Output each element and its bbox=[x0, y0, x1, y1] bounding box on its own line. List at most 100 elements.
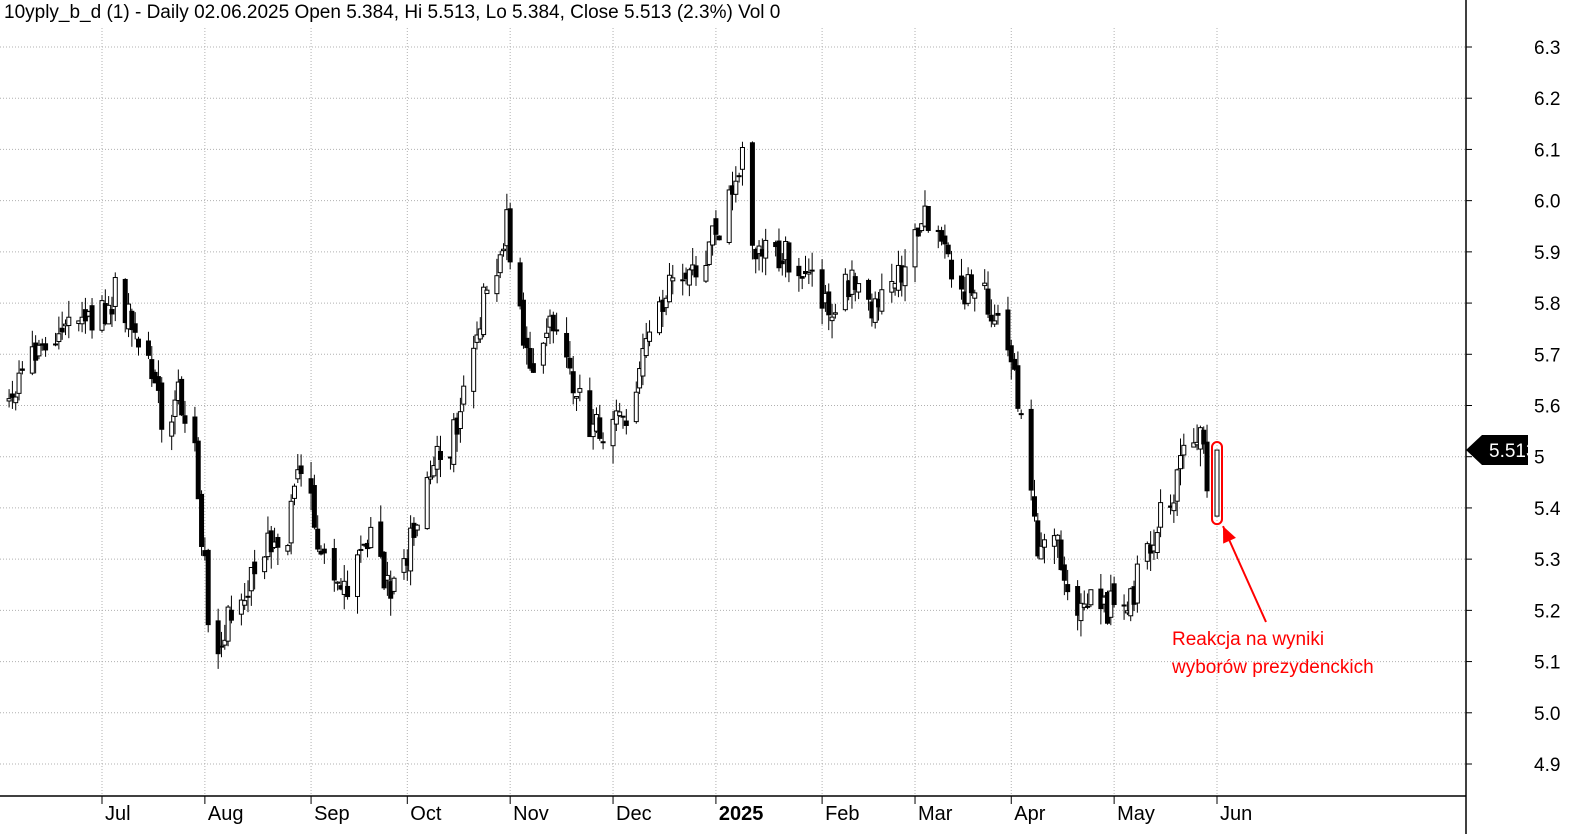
candle bbox=[640, 333, 646, 386]
candle-body-down bbox=[1058, 539, 1064, 571]
candle-body-up bbox=[484, 289, 490, 295]
candle bbox=[179, 376, 185, 417]
candle bbox=[527, 331, 533, 371]
y-tick-label: 5.1 bbox=[1534, 653, 1560, 674]
y-tick-label: 6.3 bbox=[1534, 38, 1560, 59]
candle-body-down bbox=[749, 142, 755, 246]
candle bbox=[507, 202, 513, 270]
candle bbox=[1008, 339, 1014, 380]
candle-body-down bbox=[215, 620, 221, 655]
candle-body-down bbox=[1075, 586, 1081, 616]
x-tick-label: Jul bbox=[105, 803, 131, 825]
annotation-arrow bbox=[1222, 525, 1267, 623]
candle-body-down bbox=[988, 314, 994, 322]
candle-body-down bbox=[132, 323, 138, 333]
candle-body-up bbox=[1154, 532, 1160, 554]
candle bbox=[647, 320, 653, 347]
candle-body-up bbox=[1038, 545, 1044, 560]
candle bbox=[915, 227, 921, 237]
candle-body-up bbox=[295, 469, 301, 480]
candle bbox=[826, 283, 832, 331]
candle-body-down bbox=[205, 549, 211, 626]
candle bbox=[288, 494, 294, 555]
candle bbox=[995, 304, 1001, 325]
candle-body-up bbox=[461, 385, 467, 405]
candle bbox=[53, 332, 59, 347]
candle bbox=[136, 336, 142, 356]
candle bbox=[222, 624, 228, 650]
candle bbox=[587, 377, 593, 438]
candle-body-down bbox=[1015, 365, 1021, 409]
candle-body-up bbox=[242, 600, 248, 606]
candle-body-up bbox=[643, 338, 649, 357]
candle bbox=[540, 341, 546, 374]
candle bbox=[597, 404, 603, 441]
candle-body-down bbox=[819, 269, 825, 309]
candle bbox=[763, 228, 769, 276]
candle bbox=[799, 276, 805, 290]
candle bbox=[1174, 468, 1180, 516]
candle-body-down bbox=[597, 417, 603, 439]
x-tick-label: Apr bbox=[1014, 803, 1045, 825]
candle bbox=[298, 454, 304, 487]
candle-body-down bbox=[1111, 583, 1117, 606]
candle-body-down bbox=[1005, 309, 1011, 351]
candle-body-down bbox=[1061, 564, 1067, 581]
candle-body-up bbox=[733, 180, 739, 195]
candle-body-down bbox=[179, 378, 185, 416]
candle-body-down bbox=[9, 393, 15, 398]
x-tick-label: Mar bbox=[918, 803, 953, 825]
candle bbox=[358, 535, 364, 563]
candle-body-down bbox=[199, 493, 205, 547]
candle-body-down bbox=[195, 440, 201, 500]
candle bbox=[169, 414, 175, 451]
candle bbox=[242, 582, 248, 610]
candle bbox=[192, 406, 198, 452]
candle bbox=[36, 339, 42, 360]
candle-body-down bbox=[381, 551, 387, 589]
candle bbox=[1154, 526, 1160, 559]
candle-body-up bbox=[13, 396, 19, 404]
candle bbox=[693, 256, 699, 286]
candle-body-down bbox=[716, 235, 722, 241]
candle-body-up bbox=[285, 545, 291, 552]
candle bbox=[985, 271, 991, 319]
candle bbox=[613, 399, 619, 431]
candle bbox=[355, 549, 361, 614]
candle-body-down bbox=[345, 585, 351, 598]
candle-body-down bbox=[1031, 496, 1037, 517]
candle bbox=[311, 474, 317, 530]
candle bbox=[680, 263, 686, 296]
candle bbox=[109, 296, 115, 327]
candle bbox=[739, 141, 745, 186]
candle bbox=[159, 377, 165, 443]
x-tick-label: Aug bbox=[208, 803, 244, 825]
candle-body-down bbox=[564, 332, 570, 358]
candle-body-up bbox=[112, 277, 118, 307]
candle-body-up bbox=[686, 269, 692, 286]
candle bbox=[600, 432, 606, 450]
annotation-text: Reakcja na wyniki wyborów prezydenckich bbox=[1172, 626, 1374, 682]
candle bbox=[225, 604, 231, 647]
candle-body-up bbox=[763, 239, 769, 259]
candle bbox=[43, 336, 49, 357]
candle bbox=[1121, 594, 1127, 620]
candle bbox=[703, 250, 709, 283]
candle-body-up bbox=[66, 316, 72, 326]
candle bbox=[245, 580, 251, 613]
candle-body-up bbox=[806, 271, 812, 275]
candle-body-up bbox=[1134, 563, 1140, 604]
candle-body-up bbox=[457, 411, 463, 430]
candle bbox=[378, 505, 384, 559]
candle bbox=[331, 538, 337, 592]
candle-body-up bbox=[610, 418, 616, 447]
candle-body-up bbox=[262, 556, 268, 573]
x-tick-label: 2025 bbox=[719, 803, 764, 825]
candle-body-up bbox=[53, 343, 59, 346]
candle-body-down bbox=[1008, 345, 1014, 363]
candle bbox=[1051, 528, 1057, 564]
candle bbox=[471, 335, 477, 409]
chart-title: 10yply_b_d (1) - Daily 02.06.2025 Open 5… bbox=[4, 2, 781, 23]
candle bbox=[623, 409, 629, 435]
candle bbox=[706, 241, 712, 266]
